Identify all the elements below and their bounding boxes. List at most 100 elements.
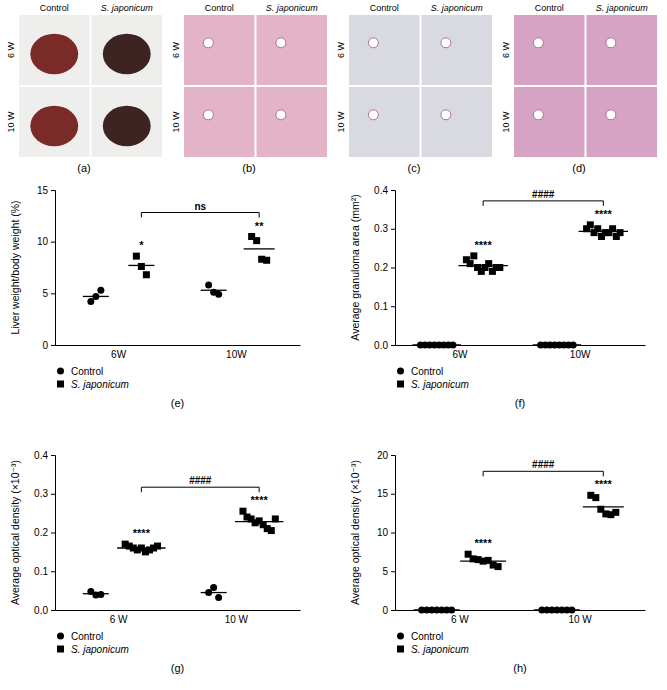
column-header: Control [535, 3, 564, 13]
legend-symbol [397, 633, 404, 640]
y-tick-label: 20 [377, 450, 389, 461]
point [495, 563, 502, 570]
y-tick-mark [391, 610, 395, 611]
image-cell [256, 15, 328, 86]
significance: **** [251, 494, 269, 506]
x-tick: 10 W [568, 614, 592, 625]
chart: 051015206 W10 WAverage optical density (… [349, 450, 646, 674]
mean-line [458, 265, 507, 266]
comparison-bracket [483, 201, 603, 206]
x-axis: 6W 10W [56, 346, 301, 361]
comparison-bracket [483, 471, 603, 476]
comparison-label: #### [189, 475, 212, 486]
comparison-label: #### [532, 189, 555, 200]
legend-label: Control [71, 366, 103, 377]
image-cell [256, 87, 328, 158]
row-header: 6 W [6, 42, 16, 59]
y-tick: 0.2 [374, 262, 395, 273]
legend: Control S. japonicum [57, 366, 129, 390]
y-tick-mark [391, 571, 395, 572]
image-panel: ControlS. japonicum6 W10 W(b) [171, 3, 328, 174]
x-tick-label: 6 W [451, 614, 469, 625]
x-tick-label: 6W [111, 349, 127, 360]
vessel [276, 38, 286, 48]
significance: **** [595, 478, 613, 490]
column-header: S. japonicum [596, 3, 649, 13]
y-axis: 0.00.10.20.30.4 [374, 185, 395, 351]
column-header: Control [40, 3, 69, 13]
y-tick-label: 0.0 [34, 605, 48, 616]
column-header: S. japonicum [431, 3, 484, 13]
y-tick-mark [51, 242, 55, 243]
mean-line [412, 344, 461, 345]
image-panel: ControlS. japonicum6 W10 W(d) [501, 3, 658, 174]
image-cell [586, 87, 658, 158]
chart: 0.00.10.20.30.46W10WAverage granuloma ar… [349, 185, 646, 409]
mean-line [533, 344, 582, 345]
x-tick-label: 10W [570, 349, 591, 360]
vessel [368, 110, 378, 120]
legend-label: Control [411, 366, 443, 377]
significance: * [139, 239, 144, 251]
legend-item: S. japonicum [397, 644, 469, 655]
x-tick-label: 10 W [568, 614, 592, 625]
point [97, 591, 104, 598]
y-tick-mark [51, 494, 55, 495]
y-axis: 051015 [37, 185, 56, 351]
plot-marks [83, 508, 283, 601]
y-axis: 0.00.10.20.30.4 [34, 450, 55, 616]
x-tick: 6W [111, 349, 127, 360]
y-tick-label: 0.2 [34, 527, 48, 538]
row-header: 6 W [171, 42, 181, 59]
x-tick: 10W [226, 349, 247, 360]
vessel [203, 38, 213, 48]
legend-item: Control [397, 366, 443, 377]
mean-line [235, 521, 283, 522]
image-cell [19, 87, 91, 158]
y-tick-label: 0.2 [374, 262, 388, 273]
image-cell [514, 87, 586, 158]
mean-line [201, 290, 227, 291]
y-tick-label: 15 [37, 185, 49, 196]
y-tick-label: 0.4 [374, 185, 388, 196]
y-tick-label: 5 [382, 566, 388, 577]
y-tick-label: 5 [42, 288, 48, 299]
y-axis-line [391, 456, 396, 611]
legend: Control S. japonicum [397, 366, 469, 390]
y-axis-title: Liver weight/body weight (%) [9, 200, 21, 334]
y-tick: 0.1 [34, 566, 55, 577]
legend-label: S. japonicum [71, 379, 129, 390]
y-axis-title: Average optical density (×10⁻³) [349, 460, 361, 605]
mean-line [414, 609, 460, 610]
row-header: 10 W [6, 111, 16, 133]
image-cell [184, 15, 256, 86]
y-axis-line [51, 191, 56, 346]
y-axis-line [51, 456, 56, 611]
legend-symbol [57, 381, 64, 388]
y-tick-mark [51, 345, 55, 346]
y-tick-mark [391, 345, 395, 346]
point [87, 298, 94, 305]
plot-marks [414, 492, 624, 614]
legend-item: S. japonicum [57, 379, 129, 390]
vessel [606, 110, 616, 120]
mean-line [83, 593, 109, 594]
column-header: Control [370, 3, 399, 13]
point [253, 237, 260, 244]
y-tick-label: 0 [42, 340, 48, 351]
y-tick: 0.3 [374, 223, 395, 234]
vessel [441, 38, 451, 48]
liver-photo [103, 34, 151, 74]
legend-label: Control [71, 631, 103, 642]
x-tick: 10 W [225, 614, 249, 625]
x-tick-label: 10 W [225, 614, 249, 625]
legend-symbol [397, 381, 404, 388]
vessel [606, 38, 616, 48]
image-cell [421, 87, 493, 158]
y-tick: 0.0 [374, 340, 395, 351]
y-axis-title: Average optical density (×10⁻³) [9, 460, 21, 605]
vessel [533, 38, 543, 48]
legend-item: S. japonicum [397, 379, 469, 390]
y-tick-label: 10 [377, 527, 389, 538]
legend: ControlS. japonicum [397, 631, 469, 655]
